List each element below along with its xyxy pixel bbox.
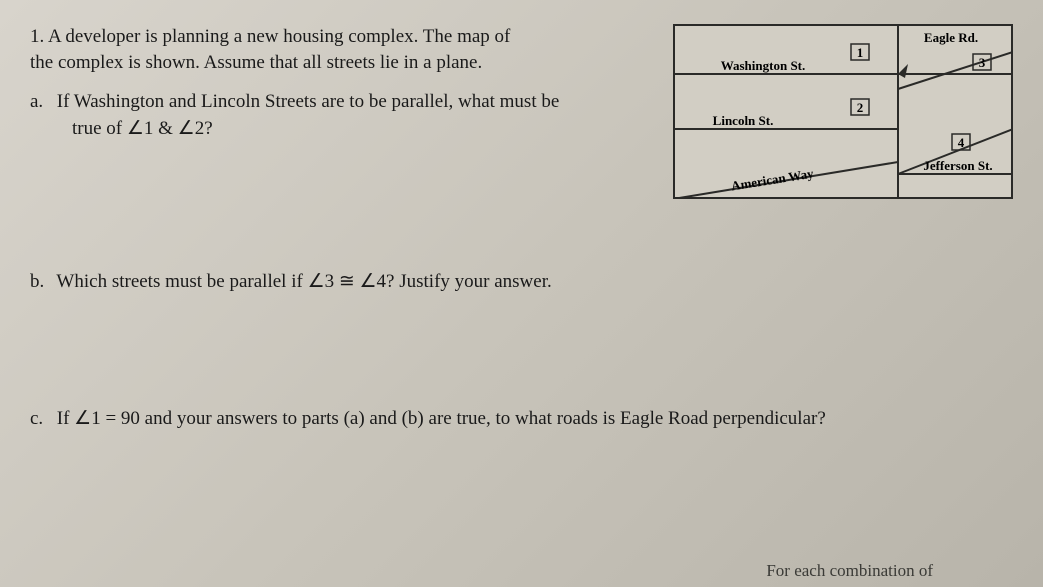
part-b-label: b. xyxy=(30,269,52,296)
intro-line2: the complex is shown. Assume that all st… xyxy=(30,50,657,76)
part-c-prefix: If xyxy=(57,408,74,429)
part-a: a. If Washington and Lincoln Streets are… xyxy=(30,89,657,142)
intro-line1: A developer is planning a new housing co… xyxy=(48,26,510,47)
part-b-expr: ∠3 ≅ ∠4? xyxy=(308,271,395,292)
part-b: b. Which streets must be parallel if ∠3 … xyxy=(30,269,1013,296)
part-b-suffix: Justify your answer. xyxy=(399,271,552,292)
part-c-label: c. xyxy=(30,406,52,433)
problem-number: 1. xyxy=(30,26,44,47)
eagle-label: Eagle Rd. xyxy=(924,30,978,45)
part-a-expr: ∠1 & ∠2? xyxy=(127,118,213,139)
part-b-prefix: Which streets must be parallel if xyxy=(56,271,307,292)
part-a-line1: If Washington and Lincoln Streets are to… xyxy=(57,91,560,112)
part-c-expr: ∠1 = 90 xyxy=(74,408,140,429)
jefferson-label: Jefferson St. xyxy=(923,158,992,173)
part-a-label: a. xyxy=(30,89,52,116)
svg-text:2: 2 xyxy=(857,100,864,115)
map-diagram: 1 2 3 4 Eagle Rd. Washington St. Lincoln… xyxy=(673,24,1013,199)
part-a-line2-prefix: true of xyxy=(72,118,127,139)
problem-intro: 1. A developer is planning a new housing… xyxy=(30,24,657,50)
svg-text:4: 4 xyxy=(958,135,965,150)
lincoln-label: Lincoln St. xyxy=(713,113,774,128)
washington-label: Washington St. xyxy=(721,58,806,73)
part-c-suffix: and your answers to parts (a) and (b) ar… xyxy=(145,408,826,429)
part-c: c. If ∠1 = 90 and your answers to parts … xyxy=(30,406,1013,433)
svg-text:1: 1 xyxy=(857,45,864,60)
page-fragment: For each combination of xyxy=(766,561,933,581)
svg-text:3: 3 xyxy=(979,55,986,70)
